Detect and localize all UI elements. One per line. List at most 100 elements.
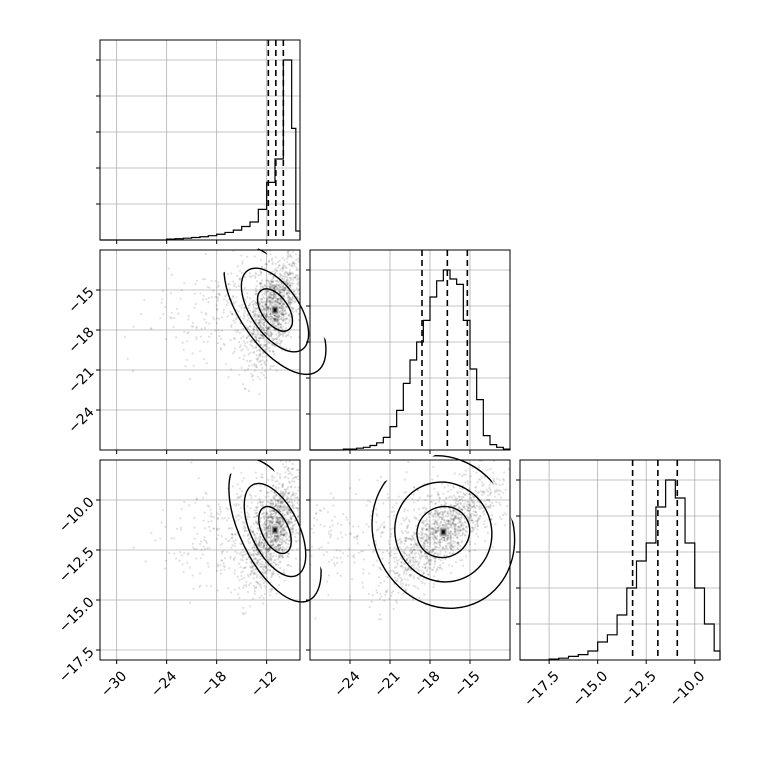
scatter-point (261, 308, 264, 312)
scatter-point (288, 444, 290, 446)
scatter-point (485, 499, 488, 502)
scatter-point (254, 307, 257, 310)
scatter-point (336, 537, 339, 540)
scatter-point (264, 520, 267, 524)
scatter-point (244, 583, 248, 586)
scatter-point (348, 595, 351, 598)
scatter-point (215, 569, 218, 573)
scatter-point (383, 580, 386, 583)
scatter-point (241, 262, 244, 265)
scatter-point (267, 516, 270, 519)
scatter-point (245, 558, 248, 561)
scatter-point (216, 529, 219, 532)
scatter-point (490, 518, 493, 521)
scatter-point (279, 472, 282, 476)
scatter-point (183, 500, 186, 504)
scatter-point (275, 283, 278, 286)
scatter-point (367, 544, 370, 547)
scatter-point (291, 505, 294, 508)
scatter-point (287, 255, 290, 258)
scatter-point (254, 515, 257, 519)
scatter-point (277, 543, 280, 546)
scatter-point (264, 315, 267, 318)
scatter-point (304, 262, 306, 264)
scatter-point (438, 515, 442, 519)
scatter-point (280, 502, 283, 505)
scatter-point (439, 566, 442, 569)
scatter-point (256, 559, 259, 562)
scatter-point (264, 523, 268, 526)
scatter-point (443, 537, 446, 540)
scatter-point (301, 235, 303, 237)
scatter-point (277, 287, 280, 290)
scatter-point (230, 591, 233, 594)
scatter-point (333, 556, 336, 559)
scatter-point (288, 271, 291, 274)
scatter-point (276, 521, 279, 524)
scatter-point (489, 488, 492, 491)
scatter-point (286, 271, 289, 274)
scatter-point (428, 495, 432, 498)
scatter-point (254, 271, 257, 275)
scatter-point (265, 331, 268, 335)
scatter-point (452, 485, 455, 488)
scatter-point (278, 561, 281, 564)
scatter-point (293, 593, 295, 595)
scatter-point (262, 300, 266, 303)
scatter-point (312, 495, 314, 497)
scatter-point (260, 371, 263, 374)
scatter-point (464, 499, 467, 502)
scatter-point (206, 340, 209, 343)
scatter-point (357, 551, 360, 554)
scatter-point (276, 287, 279, 290)
scatter-point (466, 480, 469, 483)
scatter-point (215, 322, 218, 325)
scatter-point (291, 271, 294, 275)
scatter-point (265, 298, 268, 302)
scatter-point (287, 470, 290, 473)
scatter-point (423, 506, 426, 509)
scatter-point (267, 495, 270, 498)
scatter-point (287, 552, 290, 555)
scatter-point (261, 501, 264, 504)
scatter-point (425, 528, 428, 532)
scatter-point (253, 255, 256, 258)
scatter-point (425, 561, 429, 564)
scatter-point (450, 544, 453, 547)
scatter-point (266, 492, 269, 495)
scatter-point (242, 335, 245, 338)
scatter-point (264, 369, 267, 372)
scatter-point (281, 527, 284, 530)
scatter-point (281, 308, 284, 311)
scatter-point (269, 365, 272, 368)
scatter-point (268, 350, 271, 353)
scatter-point (417, 552, 420, 555)
scatter-point (291, 262, 294, 265)
scatter-point (248, 360, 251, 363)
scatter-point (285, 533, 289, 536)
scatter-point (457, 548, 460, 551)
density-core (439, 527, 448, 537)
scatter-point (400, 522, 403, 525)
scatter-point (272, 295, 275, 298)
scatter-point (282, 312, 285, 316)
scatter-point (217, 281, 220, 284)
scatter-point (402, 550, 405, 554)
scatter-point (271, 297, 274, 300)
scatter-point (265, 532, 268, 535)
scatter-point (263, 508, 266, 511)
scatter-point (378, 567, 382, 570)
scatter-point (458, 518, 461, 521)
scatter-point (287, 301, 291, 304)
scatter-point (282, 520, 285, 523)
scatter-point (254, 557, 257, 560)
scatter-point (311, 545, 314, 548)
scatter-point (263, 360, 267, 363)
scatter-point (448, 496, 451, 499)
scatter-point (417, 577, 420, 581)
scatter-point (295, 441, 297, 443)
scatter-point (428, 559, 431, 562)
scatter-point (246, 319, 249, 322)
scatter-point (327, 560, 331, 563)
scatter-point (272, 291, 275, 294)
